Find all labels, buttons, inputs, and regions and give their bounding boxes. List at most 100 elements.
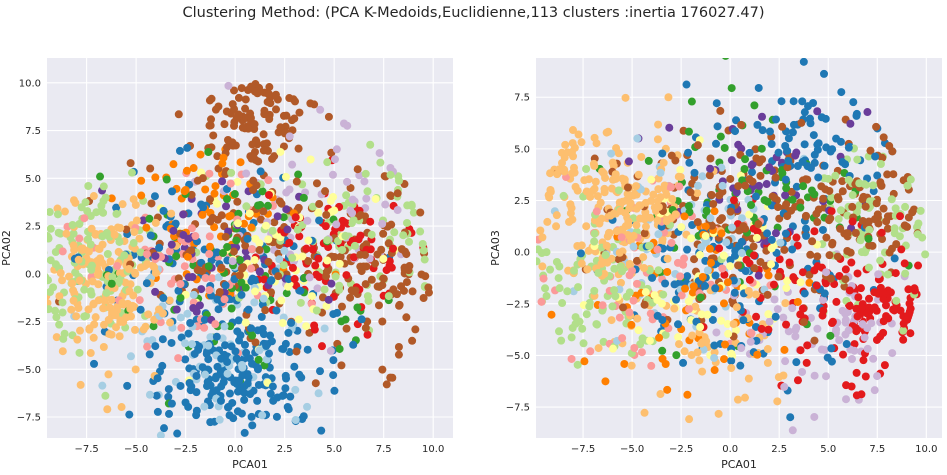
data-point <box>812 281 821 290</box>
data-point <box>264 190 273 199</box>
data-point <box>327 279 336 288</box>
data-point <box>329 371 338 380</box>
data-point <box>259 130 268 139</box>
data-point <box>379 274 388 283</box>
data-point <box>191 232 200 241</box>
data-point <box>211 374 220 383</box>
data-point <box>128 301 137 310</box>
data-point <box>684 148 693 157</box>
data-point <box>250 298 259 307</box>
data-point <box>375 149 384 158</box>
data-point <box>567 354 576 363</box>
data-point <box>230 86 239 95</box>
data-point <box>726 262 735 271</box>
data-point <box>168 187 177 196</box>
x-tick-label: 10.0 <box>422 444 444 455</box>
data-point <box>890 254 899 263</box>
data-point <box>367 230 376 239</box>
data-point <box>346 183 355 192</box>
y-axis-label: PCA03 <box>489 230 502 266</box>
data-point <box>233 327 242 336</box>
data-point <box>109 308 118 317</box>
x-tick-label: −5.0 <box>124 444 148 455</box>
data-point <box>335 259 344 268</box>
data-point <box>901 202 910 211</box>
data-point <box>329 193 338 202</box>
data-point <box>247 277 256 286</box>
data-point <box>167 209 176 218</box>
data-point <box>133 285 142 294</box>
data-point <box>253 364 262 373</box>
data-point <box>330 206 339 215</box>
data-point <box>711 271 720 280</box>
data-point <box>618 334 627 343</box>
data-point <box>563 287 572 296</box>
data-point <box>905 299 914 308</box>
data-point <box>247 324 256 333</box>
data-point <box>693 181 702 190</box>
data-point <box>209 131 218 140</box>
data-point <box>151 287 160 296</box>
data-point <box>147 199 156 208</box>
data-point <box>242 202 251 211</box>
data-point <box>361 169 370 178</box>
data-point <box>84 247 93 256</box>
data-point <box>353 165 362 174</box>
data-point <box>888 349 897 358</box>
data-point <box>294 170 303 179</box>
data-point <box>680 254 689 263</box>
data-point <box>342 191 351 200</box>
data-point <box>265 90 274 99</box>
x-tick-label: 5.0 <box>820 444 836 455</box>
data-point <box>371 259 380 268</box>
data-point <box>323 158 332 167</box>
data-point <box>626 199 635 208</box>
data-point <box>865 241 874 250</box>
data-point <box>254 157 263 166</box>
data-point <box>204 262 213 271</box>
data-point <box>179 231 188 240</box>
data-point <box>750 101 759 110</box>
data-point <box>663 267 672 276</box>
data-point <box>763 358 772 367</box>
data-point <box>112 203 121 212</box>
data-point <box>366 140 375 149</box>
data-point <box>132 216 141 225</box>
data-point <box>762 180 771 189</box>
data-point <box>663 254 672 263</box>
data-point <box>590 229 599 238</box>
data-point <box>204 147 213 156</box>
scatter-points <box>536 58 930 435</box>
data-point <box>733 395 742 404</box>
data-point <box>419 293 428 302</box>
data-point <box>684 201 693 210</box>
data-point <box>731 127 740 136</box>
data-point <box>363 187 372 196</box>
data-point <box>184 329 193 338</box>
data-point <box>826 147 835 156</box>
data-point <box>285 238 294 247</box>
data-point <box>732 188 741 197</box>
data-point <box>384 292 393 301</box>
data-point <box>291 213 300 222</box>
data-point <box>615 248 624 257</box>
data-point <box>614 186 623 195</box>
data-point <box>883 170 892 179</box>
data-point <box>243 234 252 243</box>
data-point <box>114 277 123 286</box>
data-point <box>676 165 685 174</box>
data-point <box>317 342 326 351</box>
data-point <box>921 250 930 259</box>
data-point <box>758 126 767 135</box>
data-point <box>741 181 750 190</box>
data-point <box>781 299 790 308</box>
data-point <box>271 90 280 99</box>
data-point <box>292 347 301 356</box>
data-point <box>51 306 60 315</box>
data-point <box>546 265 555 274</box>
data-point <box>204 355 213 364</box>
data-point <box>852 111 861 120</box>
data-point <box>883 224 892 233</box>
data-point <box>821 114 830 123</box>
data-point <box>228 100 237 109</box>
